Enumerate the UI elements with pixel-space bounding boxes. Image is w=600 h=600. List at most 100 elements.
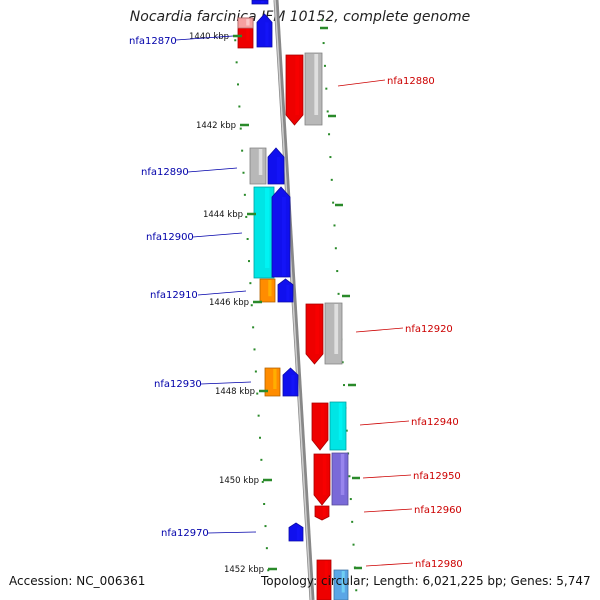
gene-nfa12900-body — [271, 186, 291, 278]
gene-pink-top-body — [237, 17, 254, 29]
gene-orange-12930[interactable] — [264, 367, 281, 397]
gene-nfa12950-shine — [322, 455, 327, 495]
right-guide-dot — [341, 361, 344, 364]
gene-nfa12880-body — [285, 54, 304, 126]
accession-text: Accession: NC_006361 — [9, 574, 146, 588]
gene-label-nfa12910[interactable]: nfa12910 — [150, 290, 247, 301]
gene-cyan-12940-body — [329, 401, 347, 451]
gene-nfa12880[interactable] — [285, 54, 304, 126]
gene-nfa12920[interactable] — [305, 303, 324, 365]
gene-violet-12950[interactable] — [331, 452, 349, 506]
gene-violet-12950-shine — [340, 454, 345, 495]
gene-label-nfa12940[interactable]: nfa12940 — [359, 417, 459, 428]
gene-orange-12930-shine — [273, 369, 277, 389]
gene-label-nfa12950[interactable]: nfa12950 — [362, 471, 461, 482]
right-guide-dot — [321, 19, 324, 22]
gene-labels: nfa12870 nfa12890 nfa12900 nfa12910 nfa12930… — [129, 35, 463, 570]
gene-nfa12890[interactable] — [267, 147, 285, 185]
leader-line — [365, 562, 414, 567]
gene-nfa12930[interactable] — [282, 367, 299, 397]
gene-label-text: nfa12880 — [387, 76, 435, 87]
left-guide-dot — [238, 105, 241, 108]
gene-blue-edge[interactable] — [251, 0, 269, 5]
leader-line — [175, 35, 234, 41]
gene-nfa12870-body — [256, 13, 273, 48]
gene-nfa12970[interactable] — [288, 522, 304, 542]
gene-gray-12880[interactable] — [304, 52, 323, 126]
gene-nfa12980[interactable] — [316, 559, 332, 600]
leader-line — [363, 508, 413, 513]
gene-cyan-12940-shine — [338, 403, 343, 440]
gene-label-nfa12880[interactable]: nfa12880 — [337, 76, 435, 87]
gene-orange-12910[interactable] — [259, 278, 276, 303]
gene-nfa12900-cyan[interactable] — [253, 186, 275, 279]
left-guide-dot — [237, 83, 239, 86]
axis-line — [273, 0, 315, 600]
gene-gray-12920[interactable] — [324, 302, 343, 365]
gene-nfa12900-cyan-body — [253, 186, 275, 279]
gene-label-nfa12960[interactable]: nfa12960 — [363, 505, 462, 516]
gene-nfa12910[interactable] — [277, 278, 294, 303]
left-guide-dot — [256, 392, 259, 395]
gene-nfa12940[interactable] — [311, 402, 329, 451]
leader-line — [200, 381, 252, 385]
right-guide-dot — [352, 543, 355, 546]
leader-line — [355, 327, 404, 333]
gene-nfa12870[interactable] — [256, 13, 273, 48]
gene-nfa12920-body — [305, 303, 324, 365]
gene-cyan-12940[interactable] — [329, 401, 347, 451]
gene-nfa12910-shine — [286, 284, 290, 301]
gene-nfa12960-shine — [322, 507, 326, 517]
gene-label-nfa12970[interactable]: nfa12970 — [161, 528, 257, 539]
left-guide-dot — [242, 171, 245, 174]
left-guide-dot — [257, 414, 260, 417]
left-guide-dot — [241, 149, 244, 152]
right-guide-dot — [333, 224, 336, 227]
right-guide-dot — [332, 201, 335, 204]
gene-gray-12920-body — [324, 302, 343, 365]
gene-label-nfa12890[interactable]: nfa12890 — [141, 167, 238, 178]
gene-label-nfa12930[interactable]: nfa12930 — [154, 379, 252, 390]
gene-label-nfa12870[interactable]: nfa12870 — [129, 35, 234, 47]
leader-line — [187, 167, 238, 173]
gene-gray-12920-shine — [334, 304, 339, 354]
kbp-tick-label: 1442 kbp — [196, 121, 236, 131]
gene-nfa12950[interactable] — [313, 453, 331, 506]
gene-gray-12880-shine — [314, 54, 319, 115]
right-guide-dot — [343, 384, 346, 387]
gene-pink-top[interactable] — [237, 17, 254, 29]
left-guide-dot — [235, 61, 238, 64]
kbp-tick-label: 1440 kbp — [189, 32, 229, 42]
gene-label-text: nfa12900 — [146, 232, 194, 243]
gene-label-nfa12920[interactable]: nfa12920 — [355, 324, 453, 335]
gene-gray-12890[interactable] — [249, 147, 267, 185]
left-guide-dot — [253, 348, 256, 351]
right-guide-dot — [328, 133, 331, 136]
gene-blue-edge-body — [251, 0, 269, 5]
gene-red-top-shine — [246, 19, 250, 41]
right-guide-dot — [326, 110, 329, 113]
right-guide-dot — [336, 270, 339, 273]
left-guide-dot — [264, 525, 267, 528]
right-guide-dot — [334, 247, 337, 250]
right-guide-dot — [323, 64, 326, 67]
left-guide-dot — [265, 547, 268, 550]
gene-lightblue-bottom[interactable] — [333, 569, 349, 600]
gene-label-nfa12980[interactable]: nfa12980 — [365, 559, 463, 570]
gene-nfa12970-shine — [296, 527, 300, 540]
gene-nfa12940-body — [311, 402, 329, 451]
gene-label-text: nfa12970 — [161, 528, 209, 539]
gene-blue-edge-shine — [260, 1, 265, 3]
kbp-tick-label: 1452 kbp — [224, 565, 264, 575]
right-guide-dot — [345, 429, 348, 432]
gene-label-text: nfa12950 — [413, 471, 461, 482]
left-guide-dot — [259, 436, 261, 439]
gene-label-nfa12900[interactable]: nfa12900 — [146, 232, 243, 243]
gene-nfa12870-shine — [265, 22, 269, 46]
gene-nfa12900[interactable] — [271, 186, 291, 278]
gene-nfa12960[interactable] — [314, 505, 330, 521]
gene-nfa12930-body — [282, 367, 299, 397]
leader-line — [197, 290, 247, 296]
kbp-tick-label: 1450 kbp — [219, 476, 259, 486]
gene-nfa12900-shine — [281, 197, 286, 276]
